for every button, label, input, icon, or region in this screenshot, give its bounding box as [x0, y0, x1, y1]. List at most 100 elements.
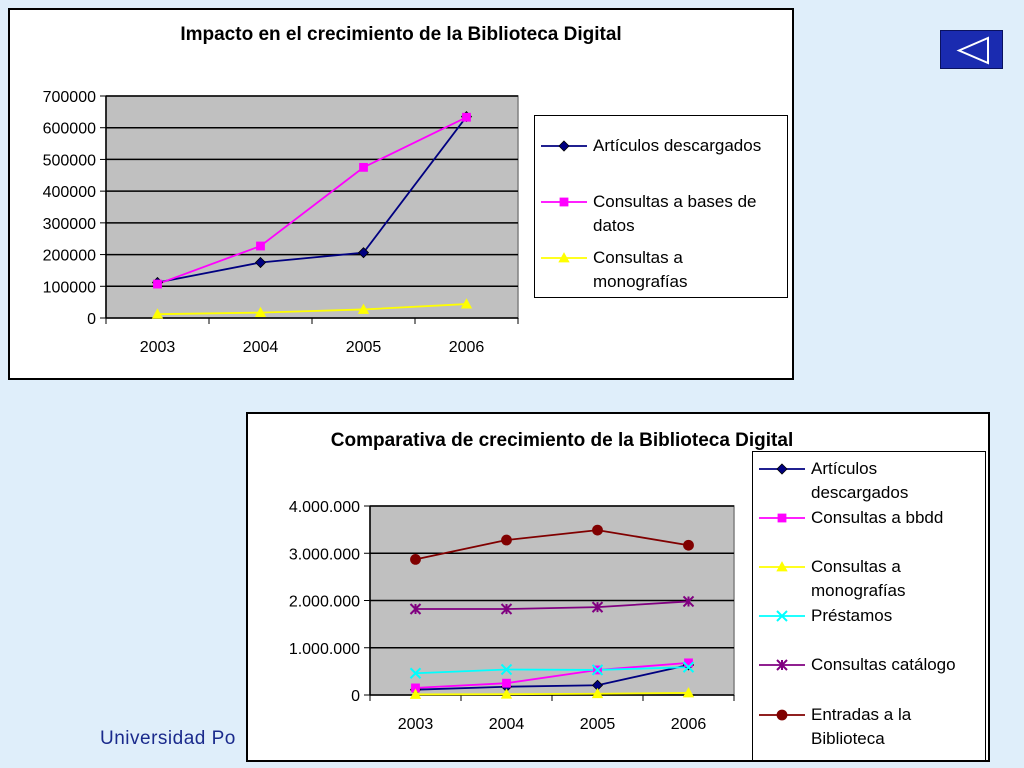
chart-comparativa: Comparativa de crecimiento de la Bibliot…: [246, 412, 990, 762]
y-tick-label: 500000: [43, 152, 96, 169]
data-point: [558, 252, 570, 263]
data-point: [153, 279, 162, 289]
y-tick-label: 0: [87, 311, 96, 328]
data-point: [501, 534, 512, 546]
legend-swatch: [759, 513, 805, 523]
data-point: [591, 687, 604, 699]
data-point: [409, 688, 422, 699]
legend-label: Consultas a bases de datos: [593, 192, 757, 235]
x-tick-label: 2006: [449, 339, 485, 356]
data-point: [591, 664, 604, 676]
data-point: [776, 561, 788, 572]
y-tick-label: 600000: [43, 121, 96, 138]
data-point: [460, 298, 473, 309]
data-point: [151, 308, 164, 319]
legend-label: Artículos descargados: [811, 459, 909, 502]
legend-item: Entradas a la Biblioteca: [759, 703, 975, 751]
legend-item: Consultas catálogo: [759, 653, 956, 677]
y-tick-label: 100000: [43, 279, 96, 296]
legend-item: Consultas a monografías: [541, 246, 777, 294]
series-line: [157, 303, 467, 316]
legend-item: Préstamos: [759, 604, 892, 628]
chart-title: Impacto en el crecimiento de la Bibliote…: [180, 24, 622, 45]
legend-label: Artículos descargados: [593, 136, 762, 155]
data-point: [462, 112, 471, 122]
data-point: [776, 463, 788, 475]
data-point: [409, 603, 422, 615]
y-tick-label: 300000: [43, 216, 96, 233]
y-tick-label: 4.000.000: [289, 499, 360, 516]
legend-swatch: [541, 140, 587, 152]
chart-legend: Artículos descargados Consultas a bbdd Con…: [752, 451, 986, 761]
x-tick-label: 2004: [489, 716, 525, 733]
legend-label: Consultas a monografías: [811, 557, 906, 600]
chart-impacto: Impacto en el crecimiento de la Bibliote…: [8, 8, 794, 380]
data-point: [359, 162, 368, 172]
y-tick-label: 700000: [43, 89, 96, 106]
series-line: [415, 692, 689, 696]
triangle-left-icon: [956, 36, 989, 65]
chart-plot: 0 100000 200000 300000 400000 500000 600000 700…: [43, 89, 519, 356]
data-point: [591, 601, 604, 613]
legend-label: Consultas catálogo: [811, 655, 956, 674]
y-tick-label: 400000: [43, 184, 96, 201]
legend-swatch: [759, 610, 805, 622]
legend-swatch: [759, 709, 805, 721]
legend-swatch: [759, 659, 805, 671]
chart-plot: 0 1.000.000 2.000.000 3.000.000 4.000.000 200…: [289, 499, 735, 733]
legend-swatch: [541, 197, 587, 207]
legend-swatch: [759, 561, 805, 572]
series-line: [415, 529, 689, 561]
data-point: [357, 303, 370, 314]
series-line: [415, 666, 689, 675]
y-tick-label: 2.000.000: [289, 594, 360, 611]
data-point: [500, 663, 513, 676]
legend-item: Artículos descargados: [759, 457, 975, 505]
x-tick-label: 2004: [243, 339, 279, 356]
data-point: [558, 140, 570, 152]
data-point: [776, 610, 788, 622]
chart-legend: Artículos descargados Consultas a bases d…: [534, 115, 788, 298]
footer-text: Universidad Po: [100, 728, 236, 749]
data-point: [777, 513, 787, 523]
data-point: [682, 595, 695, 608]
x-tick-label: 2006: [671, 716, 707, 733]
data-point: [256, 241, 265, 251]
legend-item: Consultas a bases de datos: [541, 190, 777, 238]
series-line: [157, 116, 468, 284]
series-line: [157, 116, 467, 285]
y-tick-label: 200000: [43, 248, 96, 265]
legend-label: Consultas a bbdd: [811, 508, 944, 527]
data-point: [559, 197, 569, 207]
back-button[interactable]: [940, 30, 1003, 69]
data-point: [776, 709, 788, 721]
legend-item: Consultas a monografías: [759, 555, 975, 603]
legend-swatch: [541, 252, 587, 263]
legend-label: Préstamos: [811, 606, 893, 625]
data-point: [410, 553, 421, 565]
data-point: [254, 256, 267, 269]
chart-title: Comparativa de crecimiento de la Bibliot…: [330, 430, 794, 451]
x-tick-label: 2005: [346, 339, 382, 356]
data-point: [592, 524, 603, 536]
data-point: [683, 539, 694, 551]
legend-label: Consultas a monografías: [593, 248, 688, 291]
legend-swatch: [759, 463, 805, 475]
data-point: [502, 678, 511, 688]
legend-label: Entradas a la Biblioteca: [811, 705, 912, 748]
data-point: [500, 603, 513, 615]
data-point: [682, 687, 695, 698]
x-tick-label: 2003: [398, 716, 434, 733]
series-line: [415, 661, 689, 689]
y-tick-label: 0: [351, 688, 360, 705]
legend-item: Artículos descargados: [541, 134, 761, 158]
data-point: [254, 306, 267, 318]
data-point: [776, 659, 788, 671]
series-line: [415, 664, 689, 691]
data-point: [409, 667, 422, 679]
y-tick-label: 3.000.000: [289, 546, 360, 563]
data-point: [357, 247, 370, 259]
data-point: [500, 688, 513, 699]
legend-item: Consultas a bbdd: [759, 506, 943, 530]
data-point: [682, 661, 695, 673]
